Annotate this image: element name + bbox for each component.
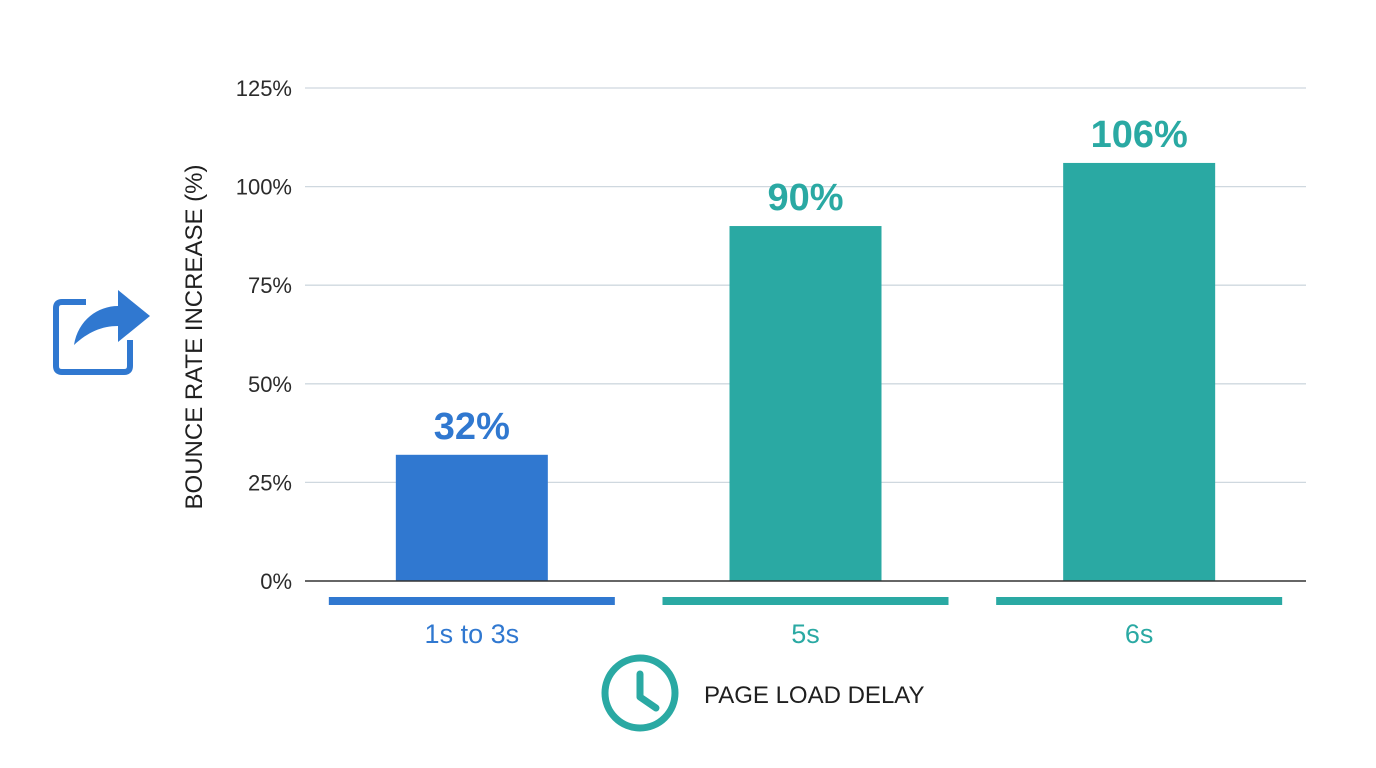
- y-tick-label: 50%: [248, 372, 292, 397]
- data-label: 90%: [767, 177, 843, 219]
- y-tick-label: 0%: [260, 569, 292, 594]
- y-tick-label: 125%: [236, 76, 292, 101]
- y-tick-label: 100%: [236, 175, 292, 200]
- x-tick-labels: 1s to 3s 5s 6s: [425, 619, 1154, 649]
- x-axis-title: PAGE LOAD DELAY: [704, 682, 925, 709]
- bar: [729, 226, 882, 582]
- clock-icon: [601, 654, 679, 732]
- y-axis-title: BOUNCE RATE INCREASE (%): [181, 165, 208, 510]
- category-underline: [328, 597, 615, 605]
- y-tick-label: 75%: [248, 273, 292, 298]
- share-arrow-icon: [53, 290, 150, 375]
- data-label: 32%: [434, 406, 510, 448]
- data-labels: 32% 90% 106%: [434, 114, 1188, 448]
- x-tick-label: 6s: [1125, 619, 1154, 649]
- x-tick-label: 1s to 3s: [425, 619, 520, 649]
- category-underline: [996, 597, 1283, 605]
- y-tick-labels: 0% 25% 50% 75% 100% 125%: [236, 76, 292, 594]
- x-tick-label: 5s: [791, 619, 820, 649]
- data-label: 106%: [1091, 114, 1188, 156]
- category-underlines: [328, 597, 1283, 605]
- bars: [395, 162, 1216, 582]
- y-tick-label: 25%: [248, 470, 292, 495]
- bar: [1063, 162, 1216, 581]
- bar: [395, 454, 548, 581]
- category-underline: [662, 597, 949, 605]
